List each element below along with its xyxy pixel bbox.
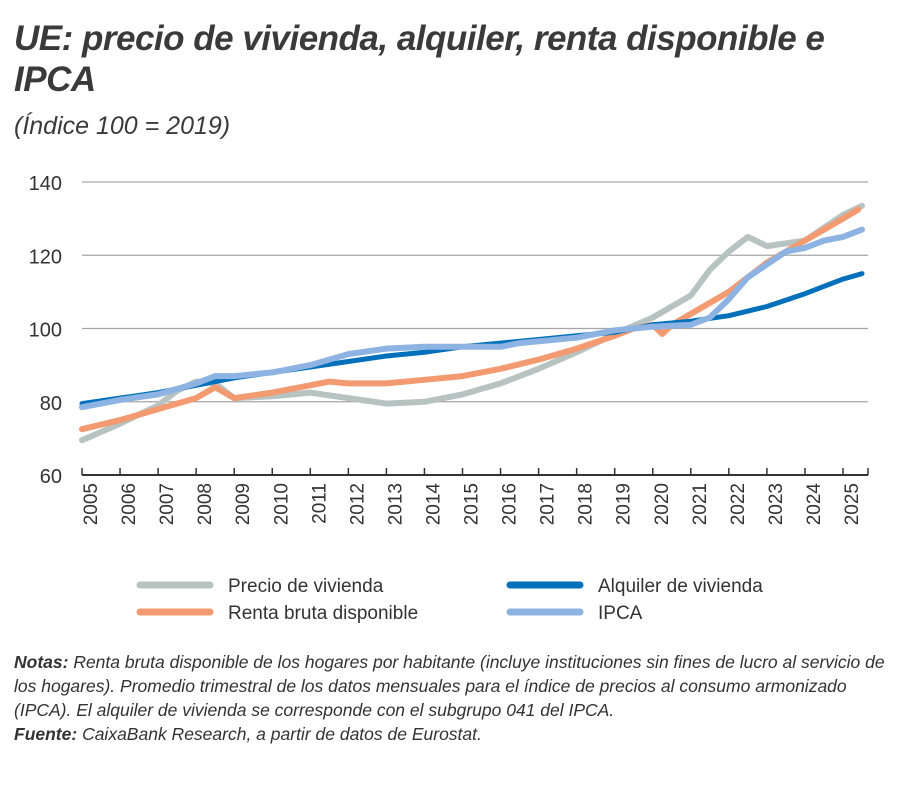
notes: Notas: Renta bruta disponible de los hog… [14,650,894,746]
notes-paragraph: Notas: Renta bruta disponible de los hog… [14,650,894,722]
x-tick-label: 2017 [538,483,559,525]
x-tick-label: 2024 [804,483,825,526]
y-tick-label: 60 [40,466,62,488]
chart-subtitle: (Índice 100 = 2019) [14,112,231,140]
x-tick-label: 2016 [500,483,521,525]
x-tick-label: 2025 [842,483,863,525]
source-paragraph: Fuente: CaixaBank Research, a partir de … [14,722,894,746]
series-line-renta-bruta-disponible [79,206,862,433]
x-tick-label: 2019 [614,483,635,525]
chart-title: UE: precio de vivienda, alquiler, renta … [14,19,825,99]
x-tick-label: 2021 [690,483,711,525]
series-line-ipca [79,226,865,411]
x-tick-label: 2006 [119,483,140,525]
legend-label: Precio de vivienda [228,576,384,597]
x-tick-label: 2013 [385,483,406,525]
legend-label: Renta bruta disponible [228,603,418,624]
x-tick-label: 2009 [233,483,254,525]
y-tick-label: 120 [29,246,62,268]
x-tick-label: 2011 [309,483,330,524]
x-tick-label: 2020 [652,483,673,525]
source-text: CaixaBank Research, a partir de datos de… [77,724,482,744]
legend-label: IPCA [598,603,643,624]
y-tick-label: 140 [29,173,62,195]
notes-label: Notas: [14,652,69,672]
x-tick-label: 2023 [766,483,787,525]
line-chart: 60 80 100 120 140 2005 2006 2007 2008 2009 2010 201… [29,173,869,624]
x-tick-label: 2008 [195,483,216,525]
x-tick-label: 2022 [728,483,749,525]
x-tick-label: 2014 [423,483,444,526]
legend-label: Alquiler de vivienda [598,576,763,597]
x-tick-label: 2012 [347,483,368,525]
x-tick-label: 2007 [157,483,178,525]
x-tick-label: 2005 [81,483,102,525]
y-tick-label: 100 [29,320,62,342]
series-line-precio-de-vivienda [79,202,865,444]
x-tick-label: 2015 [462,483,483,525]
x-tick-label: 2018 [576,483,597,525]
x-tick-label: 2010 [271,483,292,525]
notes-text: Renta bruta disponible de los hogares po… [14,652,885,720]
source-label: Fuente: [14,724,78,744]
y-tick-label: 80 [40,393,62,415]
